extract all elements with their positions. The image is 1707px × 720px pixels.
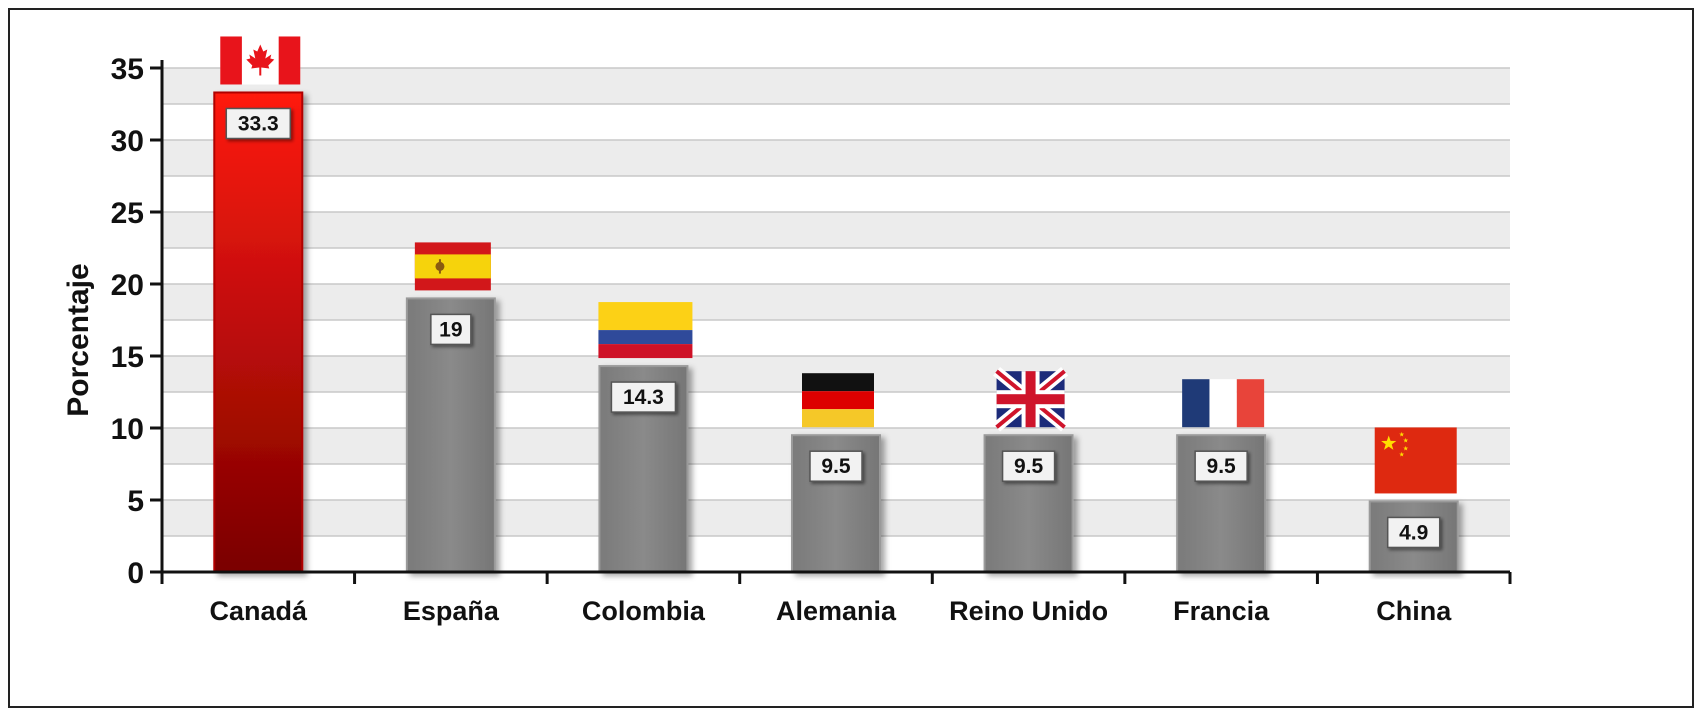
canada-flag xyxy=(220,36,301,85)
y-tick-label: 10 xyxy=(111,413,144,446)
chart-frame: 33.3 19 14.3 9.5 9.5 9.5 4.9 0 5 10 15 20 25 30 35 Can… xyxy=(8,8,1694,708)
y-tick-label: 30 xyxy=(111,125,144,158)
data-label: 9.5 xyxy=(809,450,863,482)
grid-band xyxy=(162,140,1510,176)
bar-chart: 33.3 19 14.3 9.5 9.5 9.5 4.9 0 5 10 15 20 25 30 35 Can… xyxy=(62,36,1512,626)
data-label-text: 33.3 xyxy=(238,112,279,135)
germany-flag xyxy=(802,373,874,428)
data-label-text: 4.9 xyxy=(1399,521,1428,544)
data-label: 9.5 xyxy=(1001,450,1056,482)
data-label-text: 9.5 xyxy=(1014,455,1044,478)
spain-flag xyxy=(414,242,491,291)
y-tick-label: 0 xyxy=(127,557,144,590)
x-tick-label: Reino Unido xyxy=(949,596,1108,626)
grid-band xyxy=(162,212,1510,248)
y-tick-label: 5 xyxy=(127,485,144,518)
bar-china xyxy=(1368,500,1459,573)
data-labels: 33.3 19 14.3 9.5 9.5 9.5 4.9 xyxy=(225,107,1441,549)
y-tick-label: 25 xyxy=(111,197,144,230)
x-tick-label: España xyxy=(403,596,500,626)
china-flag xyxy=(1374,427,1457,494)
data-label: 9.5 xyxy=(1194,450,1248,482)
y-axis-title: Porcentaje xyxy=(62,263,95,416)
x-tick-label: Alemania xyxy=(776,596,897,626)
data-label: 33.3 xyxy=(225,107,292,140)
x-tick-label: Francia xyxy=(1173,596,1270,626)
grid-band xyxy=(162,284,1510,320)
grid-band xyxy=(162,68,1510,104)
y-tick-label: 20 xyxy=(111,269,144,302)
flags xyxy=(220,36,1457,494)
france-flag xyxy=(1182,379,1265,428)
gridlines xyxy=(162,67,1510,537)
data-label: 19 xyxy=(430,313,472,346)
y-tick-label: 15 xyxy=(111,341,144,374)
x-tick-label: China xyxy=(1376,596,1452,626)
axes: 0 5 10 15 20 25 30 35 Canadá España Colombia Aleman… xyxy=(111,53,1512,626)
data-label-text: 19 xyxy=(439,318,462,341)
data-label: 14.3 xyxy=(610,381,677,413)
data-label-text: 9.5 xyxy=(821,455,851,478)
data-label-text: 14.3 xyxy=(623,386,664,409)
y-tick-label: 35 xyxy=(111,53,144,86)
bar-francia xyxy=(1176,434,1267,574)
bar-canadá xyxy=(213,91,304,573)
x-tick-label: Colombia xyxy=(582,596,706,626)
colombia-flag xyxy=(598,302,693,359)
data-label-text: 9.5 xyxy=(1207,455,1237,478)
data-label: 4.9 xyxy=(1386,516,1441,549)
uk-flag xyxy=(993,366,1069,432)
x-tick-label: Canadá xyxy=(210,596,309,626)
